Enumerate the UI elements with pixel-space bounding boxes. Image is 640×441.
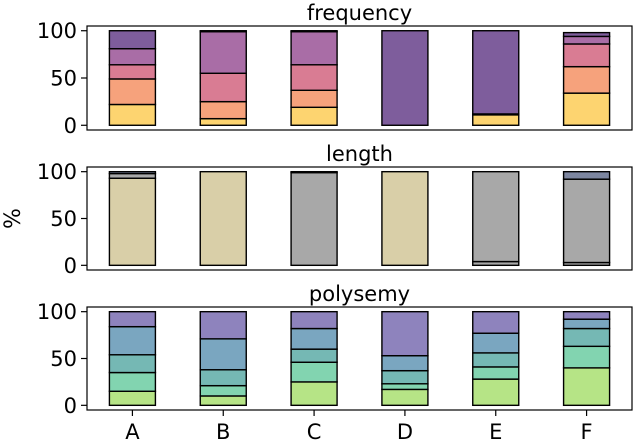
- panel-title: length: [326, 142, 393, 166]
- bar-segment-E-2: [472, 366, 520, 380]
- bar-segment-B-4: [199, 338, 247, 371]
- y-tick-label: 100: [37, 19, 77, 43]
- bar-segment-F-5: [562, 310, 611, 320]
- bar-segment-F-5: [562, 31, 611, 38]
- bar-segment-E-1: [472, 378, 520, 407]
- bar-segment-C-1: [290, 106, 338, 126]
- y-tick-label: 50: [50, 67, 77, 91]
- y-tick-label: 100: [37, 300, 77, 324]
- panel-length: length 0 50 100: [37, 142, 633, 278]
- bar-segment-A-1: [108, 103, 157, 126]
- panel-title: polysemy: [309, 282, 410, 306]
- bar-segment-A-3: [108, 170, 157, 175]
- bar-segment-F-1: [562, 92, 611, 126]
- bar-segment-C-1: [290, 171, 338, 267]
- bar-segment-B-3: [199, 72, 247, 103]
- bar-segment-B-2: [199, 100, 247, 120]
- bar-segment-C-4: [290, 30, 338, 66]
- panel-polysemy: polysemy 0 50 100 A B C D E F: [37, 282, 633, 441]
- y-tick-label: 0: [64, 254, 77, 278]
- bar-segment-A-3: [108, 64, 157, 80]
- bar-segment-C-5: [290, 310, 338, 330]
- y-tick-label: 0: [64, 114, 77, 138]
- bar-segment-B-1: [199, 395, 247, 407]
- bar-segment-E-5: [472, 30, 520, 115]
- bar-segment-A-2: [108, 371, 157, 392]
- bar-segment-A-2: [108, 172, 157, 179]
- bar-segment-E-1: [472, 114, 520, 126]
- bar-segment-D-5: [381, 310, 429, 357]
- y-tick-label: 100: [37, 160, 77, 184]
- bar-segment-D-1: [381, 170, 429, 267]
- x-tick-label: A: [125, 420, 140, 441]
- x-tick-label: D: [397, 420, 413, 441]
- bar-segment-A-4: [108, 47, 157, 66]
- bar-segment-F-2: [562, 65, 611, 94]
- bar-segment-C-5: [290, 30, 338, 33]
- y-tick-label: 0: [64, 394, 77, 418]
- bar-segment-D-5: [381, 30, 429, 126]
- bar-segment-E-3: [472, 352, 520, 368]
- y-tick-label: 50: [50, 347, 77, 371]
- bar-segment-E-2: [472, 170, 520, 263]
- bar-segment-F-3: [562, 43, 611, 68]
- bar-segment-F-2: [562, 345, 611, 369]
- bar-segment-B-2: [199, 384, 247, 397]
- bar-segment-F-2: [562, 178, 611, 264]
- axes-frame: [86, 25, 633, 131]
- bar-segment-A-3: [108, 354, 157, 374]
- bar-segment-F-1: [562, 367, 611, 407]
- bar-segment-A-2: [108, 78, 157, 106]
- x-tick-label: E: [489, 420, 502, 441]
- bar-segment-C-1: [290, 381, 338, 407]
- bar-segment-F-4: [562, 35, 611, 45]
- y-tick-label: 50: [50, 207, 77, 231]
- bar-segment-A-5: [108, 310, 157, 328]
- bar-segment-B-4: [199, 30, 247, 74]
- bar-segment-C-3: [290, 348, 338, 363]
- panel-frequency: frequency 0 50 100: [37, 1, 633, 138]
- bar-segment-E-4: [472, 332, 520, 354]
- bar-segment-B-5: [199, 310, 247, 340]
- bar-segment-B-1: [199, 117, 247, 126]
- bar-segment-F-4: [562, 318, 611, 330]
- bar-segment-A-1: [108, 177, 157, 267]
- y-axis-label: %: [1, 208, 26, 229]
- axes-frame: [86, 166, 633, 271]
- x-tick-label: F: [581, 420, 593, 441]
- bar-segment-A-4: [108, 325, 157, 356]
- bar-segment-B-1: [199, 170, 247, 267]
- bar-segment-C-2: [290, 361, 338, 383]
- bar-segment-E-5: [472, 310, 520, 334]
- bar-segment-D-2: [381, 383, 429, 391]
- bar-segment-A-5: [108, 30, 157, 50]
- bar-segment-F-3: [562, 170, 611, 180]
- bar-segment-C-2: [290, 89, 338, 109]
- axes-frame: [86, 306, 633, 411]
- bar-segment-D-4: [381, 354, 429, 372]
- bar-segment-F-3: [562, 327, 611, 348]
- bar-segment-D-1: [381, 388, 429, 407]
- bar-segment-D-3: [381, 369, 429, 385]
- bar-segment-B-3: [199, 369, 247, 387]
- bar-segment-C-3: [290, 64, 338, 91]
- panel-title: frequency: [307, 1, 412, 25]
- x-tick-label: C: [307, 420, 322, 441]
- bar-segment-C-4: [290, 327, 338, 350]
- bar-segment-B-5: [199, 30, 247, 33]
- bar-segment-C-2: [290, 170, 338, 174]
- bar-segment-A-1: [108, 390, 157, 407]
- x-tick-label: B: [216, 420, 230, 441]
